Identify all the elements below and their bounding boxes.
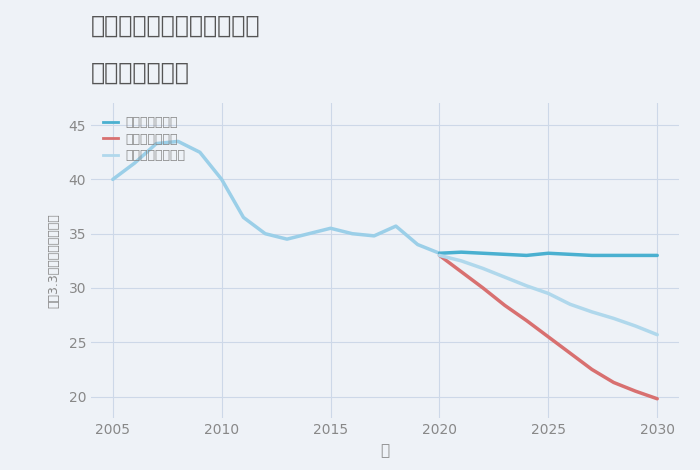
Y-axis label: 坪（3.3㎡）単価（万円）: 坪（3.3㎡）単価（万円） [48,213,60,308]
X-axis label: 年: 年 [380,443,390,458]
Text: 岐阜県関市武芸川町谷口の: 岐阜県関市武芸川町谷口の [91,14,260,38]
Legend: グッドシナリオ, バッドシナリオ, ノーマルシナリオ: グッドシナリオ, バッドシナリオ, ノーマルシナリオ [103,116,186,163]
Text: 土地の価格推移: 土地の価格推移 [91,61,190,85]
